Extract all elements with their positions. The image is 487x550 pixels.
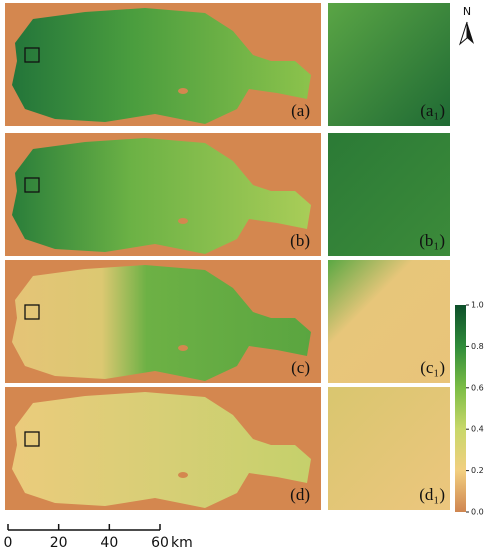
zoom-box: [24, 177, 40, 193]
map-panel: (b): [5, 133, 321, 256]
scale-tick-label: 20: [50, 535, 68, 550]
zoom-box: [24, 431, 40, 447]
colorbar-tick-label: 0.6: [471, 383, 484, 392]
water-patch: [178, 218, 188, 224]
zoom-box: [24, 47, 40, 63]
map-panel: (a): [5, 3, 321, 126]
colorbar-tick-label: 0.0: [471, 508, 484, 517]
inset-panel: (c₁): [328, 260, 450, 383]
map-panel: (d): [5, 387, 321, 510]
colorbar-tick-label: 0.8: [471, 342, 484, 351]
water-patch: [178, 345, 188, 351]
colorbar-tick-label: 1.0: [471, 301, 484, 310]
island: [12, 138, 311, 254]
inset-label: (b₁): [419, 231, 445, 250]
scale-tick-label: 60: [151, 535, 169, 550]
island: [12, 8, 311, 124]
water-patch: [178, 472, 188, 478]
panel-label: (b): [290, 231, 310, 250]
north-label: N: [463, 5, 471, 18]
panel-label: (d): [290, 485, 310, 504]
panel-label: (c): [291, 358, 310, 377]
scale-tick-label: 0: [4, 535, 13, 550]
island: [12, 265, 311, 381]
water-patch: [178, 88, 188, 94]
inset-panel: (d₁): [328, 387, 450, 510]
inset-label: (a₁): [420, 101, 445, 120]
inset-image: [328, 3, 450, 126]
scale-tick-label: 40: [100, 535, 118, 550]
inset-label: (c₁): [420, 358, 445, 377]
zoom-box: [24, 304, 40, 320]
colorbar-tick-label: 0.2: [471, 466, 484, 475]
inset-image: [328, 133, 450, 256]
inset-panel: (b₁): [328, 133, 450, 256]
inset-image: [328, 260, 450, 383]
panel-label: (a): [291, 101, 310, 120]
colorbar: [455, 305, 466, 512]
island: [12, 392, 311, 508]
inset-panel: (a₁): [328, 3, 450, 126]
inset-image: [328, 387, 450, 510]
north-arrow: N: [458, 5, 474, 46]
inset-label: (d₁): [419, 485, 445, 504]
colorbar-tick-label: 0.4: [471, 425, 484, 434]
map-panel: (c): [5, 260, 321, 383]
scale-unit: km: [171, 535, 193, 550]
